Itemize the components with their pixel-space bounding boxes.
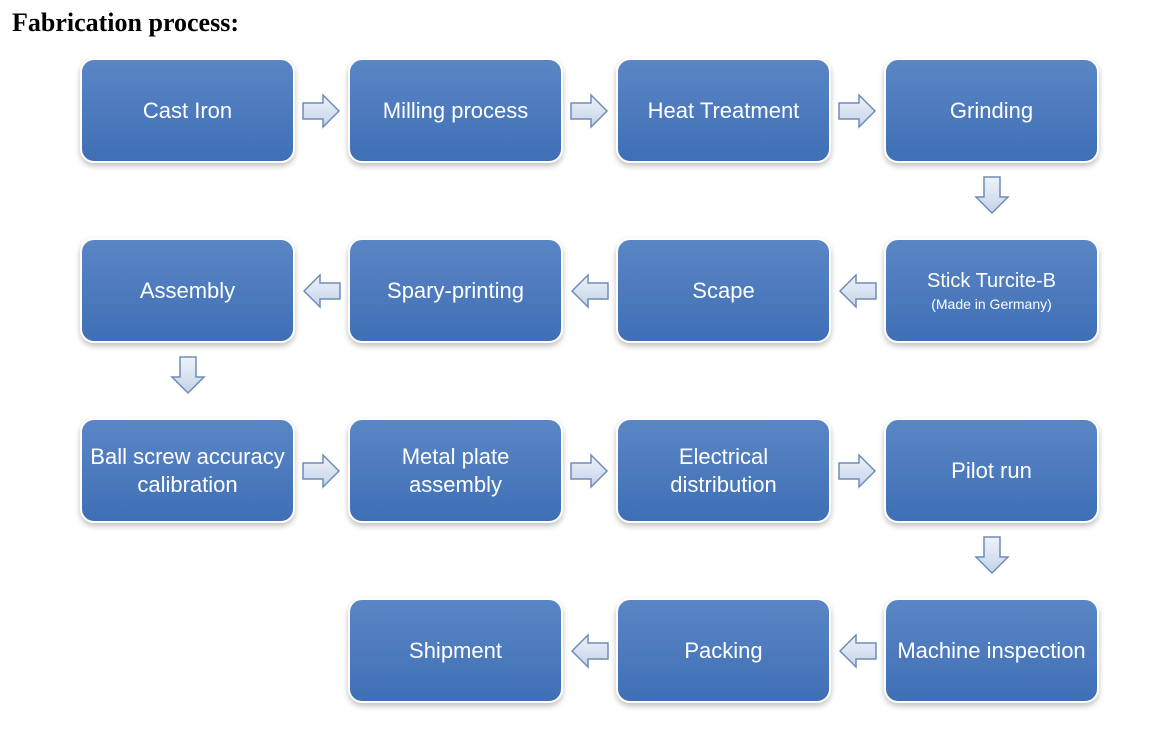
flow-node-n9: Ball screw accuracy calibration (80, 418, 295, 523)
flow-arrow-down (970, 173, 1014, 217)
flow-node-n12: Pilot run (884, 418, 1099, 523)
flow-node-n7: Spary-printing (348, 238, 563, 343)
flow-node-label: Heat Treatment (648, 97, 800, 125)
flow-node-label: Grinding (950, 97, 1033, 125)
flow-node-n4: Grinding (884, 58, 1099, 163)
flow-node-n10: Metal plate assembly (348, 418, 563, 523)
flow-node-label: Milling process (383, 97, 529, 125)
flow-node-sublabel: (Made in Germany) (931, 296, 1052, 313)
flow-arrow-left (300, 269, 344, 313)
flow-arrow-left (568, 269, 612, 313)
flow-node-label: Assembly (140, 277, 235, 305)
flow-arrow-left (836, 269, 880, 313)
flow-node-label: Ball screw accuracy calibration (88, 443, 287, 498)
flow-node-n13: Machine inspection (884, 598, 1099, 703)
flow-arrow-left (568, 629, 612, 673)
flow-node-label: Scape (692, 277, 754, 305)
flow-node-n5: Stick Turcite-B (Made in Germany) (884, 238, 1099, 343)
flow-arrow-down (970, 533, 1014, 577)
flow-node-n6: Scape (616, 238, 831, 343)
flow-node-n2: Milling process (348, 58, 563, 163)
flow-node-label: Spary-printing (387, 277, 524, 305)
flow-arrow-right (835, 449, 879, 493)
flow-node-n3: Heat Treatment (616, 58, 831, 163)
flow-node-n1: Cast Iron (80, 58, 295, 163)
page-title: Fabrication process: (12, 8, 239, 38)
flow-node-label: Stick Turcite-B (927, 269, 1056, 294)
flow-arrow-right (299, 449, 343, 493)
flow-arrow-right (299, 89, 343, 133)
flow-node-label: Metal plate assembly (356, 443, 555, 498)
flow-node-label: Pilot run (951, 457, 1032, 485)
flow-node-label: Machine inspection (897, 637, 1085, 665)
flow-node-label: Electrical distribution (624, 443, 823, 498)
flow-node-n14: Packing (616, 598, 831, 703)
flowchart-area: Cast Iron Milling process Heat Treatment Gr… (80, 50, 1120, 750)
flow-arrow-down (166, 353, 210, 397)
flow-arrow-right (835, 89, 879, 133)
flow-node-label: Cast Iron (143, 97, 232, 125)
flow-node-label: Packing (684, 637, 762, 665)
flow-node-label: Shipment (409, 637, 502, 665)
flow-arrow-right (567, 449, 611, 493)
flow-node-n15: Shipment (348, 598, 563, 703)
flow-node-n8: Assembly (80, 238, 295, 343)
flow-arrow-left (836, 629, 880, 673)
flow-arrow-right (567, 89, 611, 133)
flow-node-n11: Electrical distribution (616, 418, 831, 523)
